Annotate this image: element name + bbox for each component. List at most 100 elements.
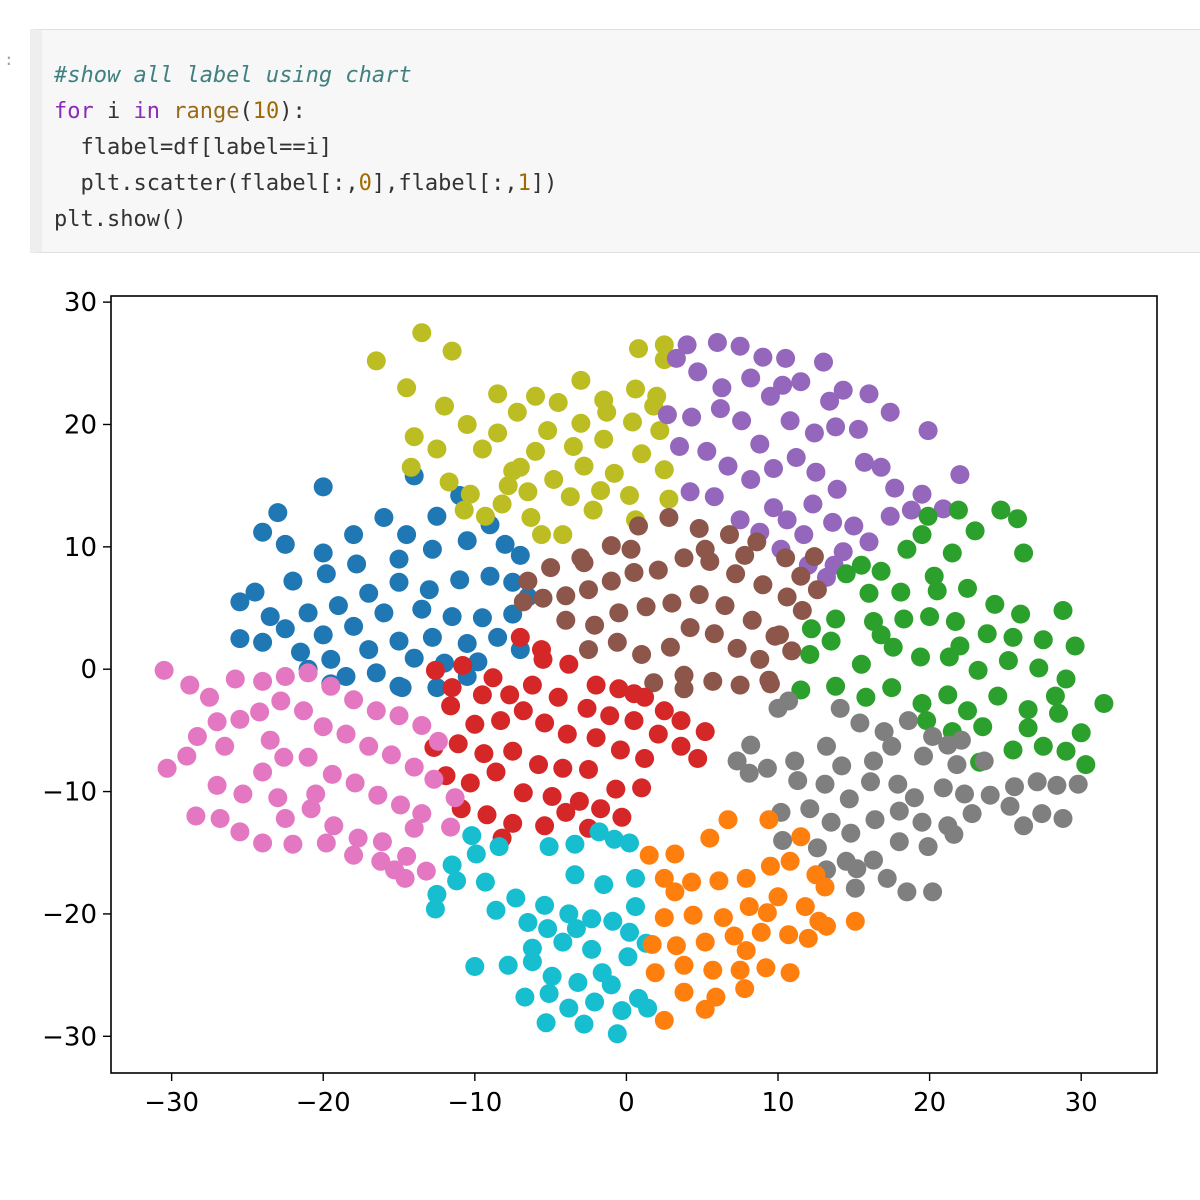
scatter-point [372, 832, 392, 852]
scatter-point [607, 632, 627, 652]
scatter-point [425, 660, 445, 680]
scatter-point [556, 586, 576, 606]
scatter-point [271, 691, 291, 711]
scatter-point [632, 645, 652, 664]
scatter-point [533, 649, 553, 669]
scatter-point [912, 812, 932, 832]
scatter-point [503, 572, 523, 592]
scatter-point [880, 402, 900, 422]
scatter-point [836, 564, 856, 584]
scatter-point [912, 525, 932, 545]
scatter-point [489, 837, 509, 857]
scatter-point [215, 736, 235, 756]
scatter-point [736, 868, 756, 888]
scatter-point [366, 351, 386, 371]
scatter-point [947, 755, 967, 775]
scatter-point [313, 717, 333, 737]
scatter-point [623, 412, 642, 432]
scatter-point [1033, 630, 1053, 650]
scatter-point [1068, 774, 1088, 794]
scatter-point [874, 722, 894, 742]
scatter-point [807, 838, 827, 858]
scatter-point [154, 660, 174, 680]
scatter-point [553, 932, 573, 952]
scatter-point [274, 747, 294, 767]
scatter-point [962, 804, 982, 824]
scatter-point [348, 828, 368, 848]
scatter-point [207, 775, 227, 795]
scatter-point [629, 516, 648, 536]
scatter-point [689, 585, 709, 605]
scatter-point [283, 571, 303, 591]
scatter-point [253, 671, 273, 691]
scatter-point [859, 583, 879, 603]
scatter-point [764, 498, 783, 518]
scatter-point [1005, 777, 1024, 797]
code-token: ],flabel[:, [371, 171, 518, 196]
scatter-series [727, 691, 1088, 902]
scatter-point [291, 642, 310, 662]
scatter-point [871, 625, 891, 645]
scatter-point [571, 413, 591, 433]
scatter-point [571, 370, 591, 390]
scatter-point [1008, 509, 1027, 529]
scatter-point [275, 619, 295, 639]
scatter-point [927, 581, 947, 601]
scatter-point [542, 787, 562, 806]
scatter-point [791, 566, 811, 586]
scatter-point [321, 676, 341, 696]
scatter-point [601, 571, 621, 591]
scatter-point [466, 844, 486, 864]
scatter-point [157, 758, 177, 778]
scatter-point [741, 735, 761, 755]
scatter-point [977, 624, 997, 644]
scatter-point [245, 582, 265, 602]
scatter-point [624, 711, 644, 731]
y-tick-label: 30 [64, 288, 97, 318]
scatter-point [817, 916, 836, 936]
scatter-point [574, 456, 594, 476]
scatter-point [542, 966, 562, 986]
scatter-point [850, 713, 870, 733]
scatter-point [565, 834, 585, 854]
scatter-point [1000, 796, 1020, 816]
scatter-point [618, 947, 638, 967]
scatter-point [821, 631, 841, 651]
scatter-point [821, 812, 841, 832]
scatter-point [328, 596, 348, 616]
scatter-point [500, 685, 520, 705]
scatter-point [666, 348, 686, 368]
scatter-point [416, 861, 436, 881]
scatter-point [1032, 804, 1052, 824]
scatter-point [553, 758, 573, 778]
scatter-point [474, 744, 494, 764]
scatter-point [768, 887, 788, 907]
code-editor[interactable]: #show all label using chart for i in rang… [54, 58, 557, 238]
scatter-point [359, 736, 379, 756]
scatter-point [536, 1013, 556, 1033]
scatter-point [713, 908, 733, 928]
scatter-point [385, 860, 404, 880]
scatter-point [548, 687, 568, 707]
scatter-point [750, 649, 770, 669]
scatter-point [366, 701, 386, 721]
scatter-point [1071, 723, 1091, 743]
scatter-point [751, 922, 771, 942]
code-cell[interactable]: #show all label using chart for i in rang… [30, 29, 1200, 253]
scatter-point [1065, 636, 1085, 656]
code-token: i [93, 99, 134, 124]
scatter-point [760, 386, 780, 406]
scatter-point [804, 547, 824, 567]
scatter-point [901, 500, 921, 520]
scatter-point [671, 711, 691, 731]
scatter-point [871, 457, 891, 477]
scatter-point [298, 663, 318, 683]
scatter-point [371, 851, 391, 871]
scatter-point [518, 571, 538, 591]
scatter-point [988, 686, 1008, 706]
scatter-point [732, 411, 752, 431]
scatter-point [506, 888, 526, 908]
code-token: ]) [530, 171, 558, 196]
scatter-point [951, 730, 971, 750]
scatter-point [316, 564, 336, 584]
